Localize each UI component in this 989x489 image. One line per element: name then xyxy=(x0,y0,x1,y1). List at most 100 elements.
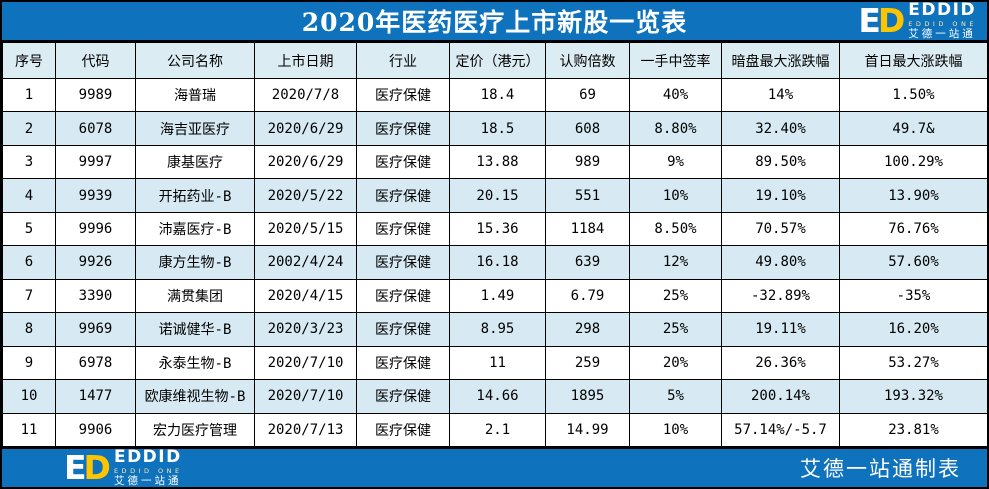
table-cell: 12% xyxy=(629,245,722,280)
table-cell: 2 xyxy=(2,111,56,146)
table-row: 11 9906 宏力医疗管理 2020/7/13 医疗保健 2.1 14.99 10% 57.1… xyxy=(2,412,987,447)
column-header-5: 定价（港元） xyxy=(449,42,546,79)
table-row: 9 6978 永泰生物-B 2020/7/10 医疗保健 11 259 20% 26.36% 53… xyxy=(2,345,987,381)
table-cell: 25% xyxy=(629,312,722,347)
ipo-table: 序号 代码 公司名称 上市日期 行业 定价（港元） 认购倍数 一手中签率 暗盘最大涨跌幅 首日最大… xyxy=(2,42,987,447)
table-cell: 49.80% xyxy=(721,245,840,280)
logo-text-block: EDDID EDDID ONE 艾德一站通 xyxy=(113,448,183,487)
table-cell: 18.4 xyxy=(449,77,546,113)
table-cell: 9% xyxy=(629,144,722,180)
table-credit: 艾德一站通制表 xyxy=(800,457,961,481)
table-cell: 医疗保健 xyxy=(356,77,450,113)
table-cell: 9996 xyxy=(55,211,136,247)
page-title: 2020年医药医疗上市新股一览表 xyxy=(301,8,688,37)
table-cell: 13.90% xyxy=(839,178,987,213)
table-cell: 8.95 xyxy=(449,312,546,347)
table-cell: 200.14% xyxy=(721,379,840,414)
logo-brand-subtitle: EDDID ONE xyxy=(908,20,977,29)
table-cell: 宏力医疗管理 xyxy=(135,412,255,447)
column-header-8: 暗盘最大涨跌幅 xyxy=(721,42,840,79)
table-cell: 1.49 xyxy=(449,278,546,314)
table-container: 序号 代码 公司名称 上市日期 行业 定价（港元） 认购倍数 一手中签率 暗盘最大涨跌幅 首日最大… xyxy=(2,42,987,447)
logo-brand-subtitle: EDDID ONE xyxy=(113,467,183,476)
table-cell: 23.81% xyxy=(839,412,987,447)
column-header-2: 公司名称 xyxy=(135,42,255,79)
table-cell: 1184 xyxy=(545,211,630,247)
table-cell: 100.29% xyxy=(839,144,987,180)
table-cell: 8 xyxy=(2,312,56,347)
table-cell: 1895 xyxy=(545,379,630,414)
table-cell: 2020/5/22 xyxy=(254,178,357,213)
table-cell: 5% xyxy=(629,379,722,414)
table-cell: 69 xyxy=(545,77,630,113)
table-cell: -32.89% xyxy=(721,278,840,314)
table-cell: 1.50% xyxy=(839,77,987,113)
table-cell: 9926 xyxy=(55,245,136,280)
table-cell: 6.79 xyxy=(545,278,630,314)
column-header-6: 认购倍数 xyxy=(545,42,630,79)
table-cell: 6978 xyxy=(55,345,136,381)
table-cell: 20.15 xyxy=(449,178,546,213)
table-cell: 13.88 xyxy=(449,144,546,180)
table-cell: 639 xyxy=(545,245,630,280)
table-cell: -35% xyxy=(839,278,987,314)
table-cell: 2020/6/29 xyxy=(254,144,357,180)
table-cell: 19.10% xyxy=(721,178,840,213)
table-cell: 欧康维视生物-B xyxy=(135,379,255,414)
table-cell: 开拓药业-B xyxy=(135,178,255,213)
table-cell: 诺诚健华-B xyxy=(135,312,255,347)
table-cell: 海普瑞 xyxy=(135,77,255,113)
table-cell: 医疗保健 xyxy=(356,245,450,280)
column-header-1: 代码 xyxy=(55,42,136,79)
table-cell: 8.50% xyxy=(629,211,722,247)
table-cell: 10% xyxy=(629,412,722,447)
table-cell: 医疗保健 xyxy=(356,379,450,414)
table-cell: 9997 xyxy=(55,144,136,180)
logo-brand-chinese: 艾德一站通 xyxy=(908,27,976,40)
table-cell: 3 xyxy=(2,144,56,180)
table-cell: 5 xyxy=(2,211,56,247)
table-cell: 2020/4/15 xyxy=(254,278,357,314)
table-cell: 2020/7/8 xyxy=(254,77,357,113)
table-cell: 2020/5/15 xyxy=(254,211,357,247)
table-row: 4 9939 开拓药业-B 2020/5/22 医疗保健 20.15 551 10% 19.10… xyxy=(2,178,987,213)
table-cell: 医疗保健 xyxy=(356,144,450,180)
table-row: 10 1477 欧康维视生物-B 2020/7/10 医疗保健 14.66 1895 5% 20… xyxy=(2,379,987,414)
table-cell: 7 xyxy=(2,278,56,314)
table-cell: 259 xyxy=(545,345,630,381)
table-cell: 1 xyxy=(2,77,56,113)
logo-letter-d: D xyxy=(83,448,111,488)
table-cell: 40% xyxy=(629,77,722,113)
table-body: 1 9989 海普瑞 2020/7/8 医疗保健 18.4 69 40% 14% 1.50% 2 60… xyxy=(2,77,987,447)
table-cell: 49.7& xyxy=(839,111,987,146)
column-header-4: 行业 xyxy=(356,42,450,79)
table-cell: 2.1 xyxy=(449,412,546,447)
table-cell: 19.11% xyxy=(721,312,840,347)
table-row: 3 9997 康基医疗 2020/6/29 医疗保健 13.88 989 9% 89.50% 10… xyxy=(2,144,987,180)
table-cell: 10 xyxy=(2,379,56,414)
table-cell: 医疗保健 xyxy=(356,345,450,381)
logo-brand-name: EDDID xyxy=(908,0,977,21)
table-cell: 70.57% xyxy=(721,211,840,247)
column-header-3: 上市日期 xyxy=(254,42,357,79)
table-cell: 11 xyxy=(2,412,56,447)
table-cell: 14.66 xyxy=(449,379,546,414)
table-cell: 满贯集团 xyxy=(135,278,255,314)
table-cell: 53.27% xyxy=(839,345,987,381)
table-cell: 4 xyxy=(2,178,56,213)
logo-text-block: EDDID EDDID ONE 艾德一站通 xyxy=(908,0,977,40)
column-header-7: 一手中签率 xyxy=(629,42,722,79)
table-cell: 9939 xyxy=(55,178,136,213)
table-cell: 医疗保健 xyxy=(356,412,450,447)
table-cell: 医疗保健 xyxy=(356,111,450,146)
table-cell: 57.60% xyxy=(839,245,987,280)
table-cell: 14% xyxy=(721,77,840,113)
table-cell: 海吉亚医疗 xyxy=(135,111,255,146)
table-cell: 57.14%/-5.7 xyxy=(721,412,840,447)
table-cell: 89.50% xyxy=(721,144,840,180)
table-row: 1 9989 海普瑞 2020/7/8 医疗保健 18.4 69 40% 14% 1.50% xyxy=(2,77,987,113)
